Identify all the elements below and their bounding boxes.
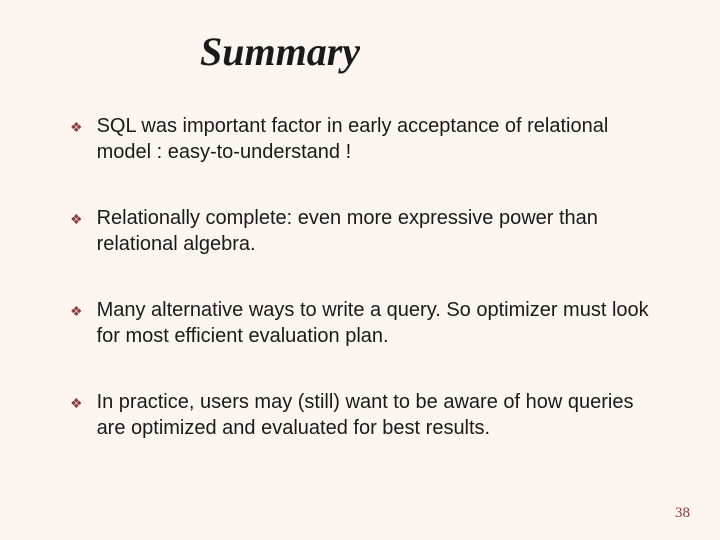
diamond-bullet-icon: ❖	[70, 394, 83, 412]
list-item: ❖ SQL was important factor in early acce…	[70, 113, 660, 165]
bullet-text: SQL was important factor in early accept…	[97, 113, 660, 165]
bullet-text: Many alternative ways to write a query. …	[97, 297, 660, 349]
slide-container: Summary ❖ SQL was important factor in ea…	[0, 0, 720, 540]
bullet-text: Relationally complete: even more express…	[97, 205, 660, 257]
list-item: ❖ Relationally complete: even more expre…	[70, 205, 660, 257]
bullet-list: ❖ SQL was important factor in early acce…	[60, 113, 660, 441]
bullet-text: In practice, users may (still) want to b…	[97, 389, 660, 441]
page-number: 38	[675, 505, 690, 522]
slide-title: Summary	[200, 28, 660, 75]
diamond-bullet-icon: ❖	[70, 210, 83, 228]
list-item: ❖ In practice, users may (still) want to…	[70, 389, 660, 441]
diamond-bullet-icon: ❖	[70, 118, 83, 136]
list-item: ❖ Many alternative ways to write a query…	[70, 297, 660, 349]
diamond-bullet-icon: ❖	[70, 302, 83, 320]
